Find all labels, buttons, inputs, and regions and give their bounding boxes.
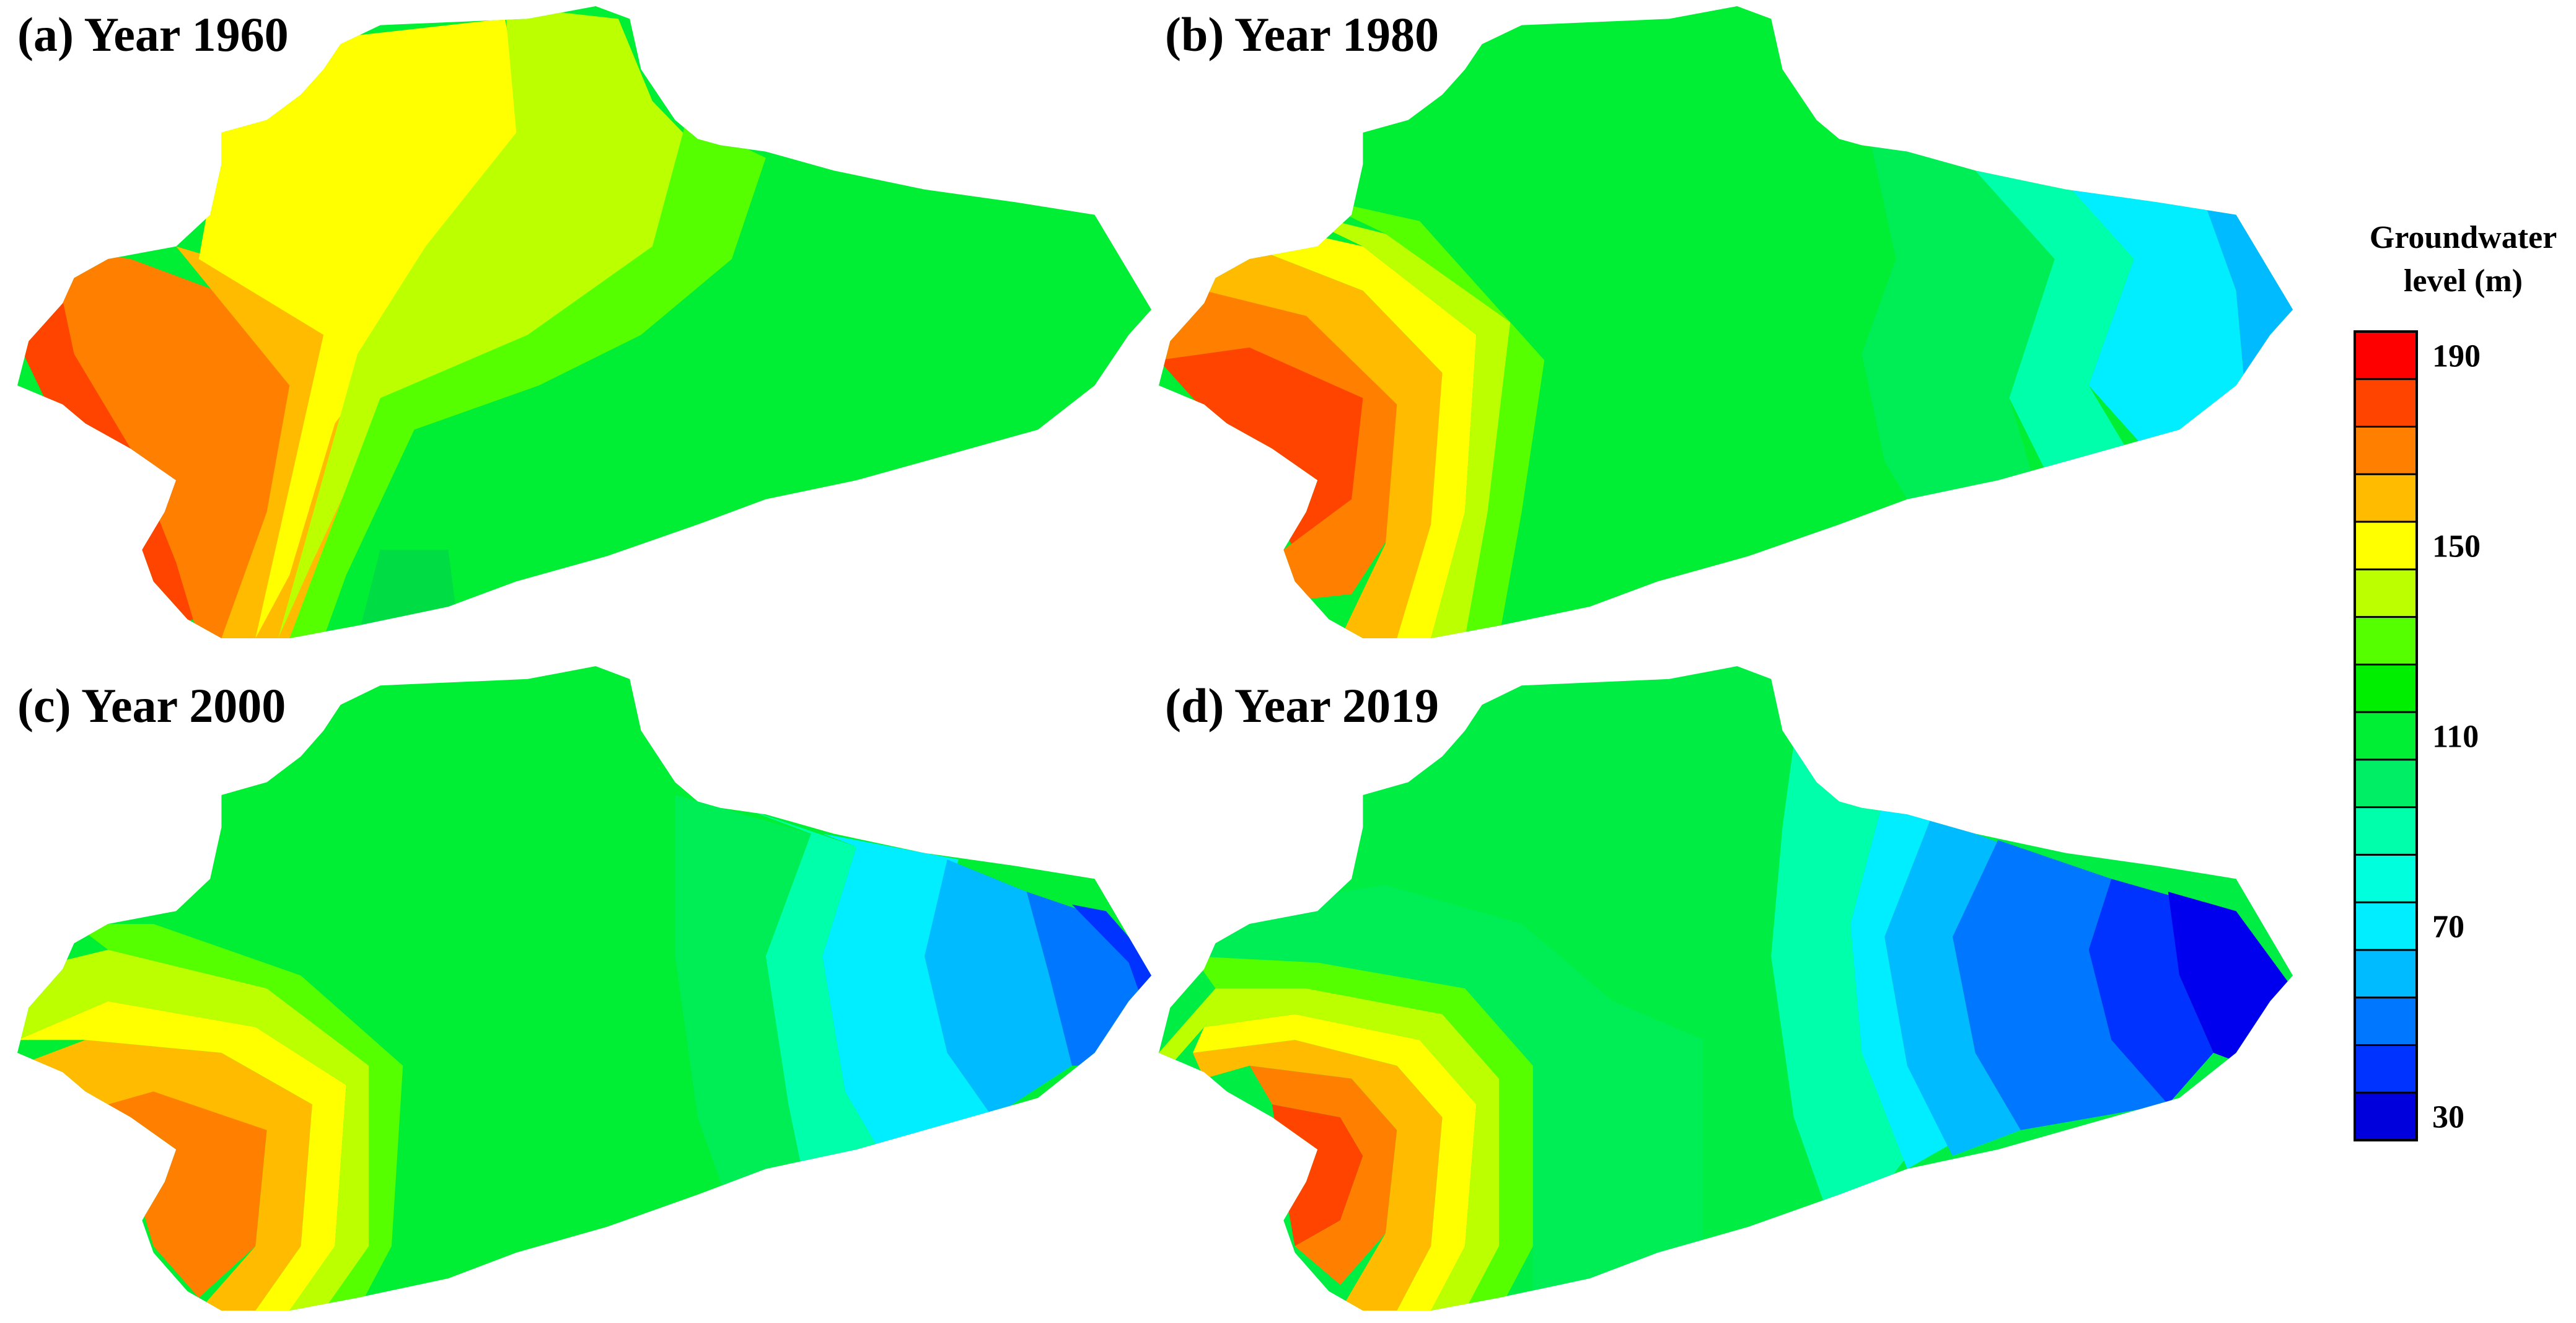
colorbar-tick-label: 70	[2432, 910, 2464, 945]
contour-band-4	[1159, 988, 1499, 1311]
contour-band-11	[2088, 879, 2213, 1105]
contour-band-1	[1159, 291, 1420, 600]
contour-band-5	[278, 6, 732, 638]
colorbar-segment	[2355, 1092, 2417, 1141]
contour-band-10	[1071, 904, 1151, 1027]
colorbar-segment	[2355, 997, 2417, 1045]
contour-band-5	[1192, 956, 1533, 1311]
panel-b-title: (b) Year 1980	[1165, 7, 1439, 61]
colorbar-segment	[2355, 664, 2417, 713]
contour-band-2	[17, 1001, 346, 1311]
colorbar-segment	[2355, 759, 2417, 808]
colorbar-segment	[2355, 617, 2417, 665]
map-d-bands	[1159, 666, 2293, 1311]
contour-band-4	[198, 19, 528, 638]
colorbar-segment	[2355, 855, 2417, 903]
contour-band-3	[1192, 1014, 1477, 1311]
contour-band-3	[1249, 221, 1477, 638]
colorbar-tick-label: 190	[2432, 338, 2481, 374]
map-a-bands	[17, 6, 1151, 638]
colorbar-segment	[2355, 474, 2417, 522]
colorbar-segment	[2355, 712, 2417, 760]
contour-band-3	[17, 949, 369, 1311]
contour-band-1	[1249, 1065, 1397, 1285]
panel-d: (d) Year 2019	[1159, 666, 2293, 1311]
panel-a-title: (a) Year 1960	[17, 7, 289, 61]
panel-a: (a) Year 1960	[17, 6, 1151, 638]
contour-band-4	[1283, 208, 1511, 638]
panel-c: (c) Year 2000	[17, 666, 1151, 1311]
colorbar-segment	[2355, 379, 2417, 428]
colorbar-segment	[2355, 807, 2417, 855]
contour-band-1	[17, 1040, 312, 1311]
colorbar-segment	[2355, 522, 2417, 570]
contour-band-4	[74, 924, 403, 1311]
legend: Groundwater level (m) 190 150 110 70 30	[2354, 220, 2557, 1141]
legend-title-line2: level (m)	[2404, 263, 2523, 299]
contour-band-2	[1192, 1040, 1443, 1311]
colorbar-segment	[2355, 426, 2417, 475]
contour-band-6	[1862, 101, 2055, 575]
colorbar-tick-label: 150	[2432, 529, 2481, 564]
panel-b: (b) Year 1980	[1159, 6, 2293, 638]
contour-band-7	[822, 833, 993, 1169]
colorbar-segment	[2355, 332, 2417, 380]
contour-band-6	[743, 807, 891, 1214]
colorbar-frame	[2354, 330, 2418, 1141]
panel-d-title: (d) Year 2019	[1165, 679, 1439, 732]
colorbar-tick-label: 110	[2432, 719, 2479, 755]
contour-band-6	[1192, 885, 1703, 1311]
contour-band-8	[2032, 164, 2248, 449]
colorbar-segment	[2355, 949, 2417, 998]
contour-band-8	[925, 859, 1072, 1117]
map-b-bands	[1159, 6, 2293, 638]
colorbar	[2354, 330, 2418, 1141]
colorbar-ticks: 190 150 110 70 30	[2432, 338, 2481, 1135]
colorbar-segment	[2355, 569, 2417, 618]
map-c-bands	[17, 666, 1151, 1311]
contour-band-9	[1884, 807, 2021, 1156]
contour-band-8	[1850, 782, 1953, 1169]
panel-c-title: (c) Year 2000	[17, 679, 286, 732]
colorbar-tick-label: 30	[2432, 1100, 2464, 1135]
contour-band-7	[1771, 743, 1907, 1246]
colorbar-segment	[2355, 1045, 2417, 1093]
contour-band-0	[1159, 335, 1374, 550]
legend-title-line1: Groundwater	[2370, 220, 2557, 255]
contour-band-7	[1941, 145, 2134, 512]
colorbar-segment	[2355, 902, 2417, 951]
contour-band-2	[1181, 246, 1443, 638]
contour-band-5	[675, 795, 834, 1246]
contour-band-10	[1953, 840, 2168, 1130]
contour-band-6	[289, 120, 766, 638]
